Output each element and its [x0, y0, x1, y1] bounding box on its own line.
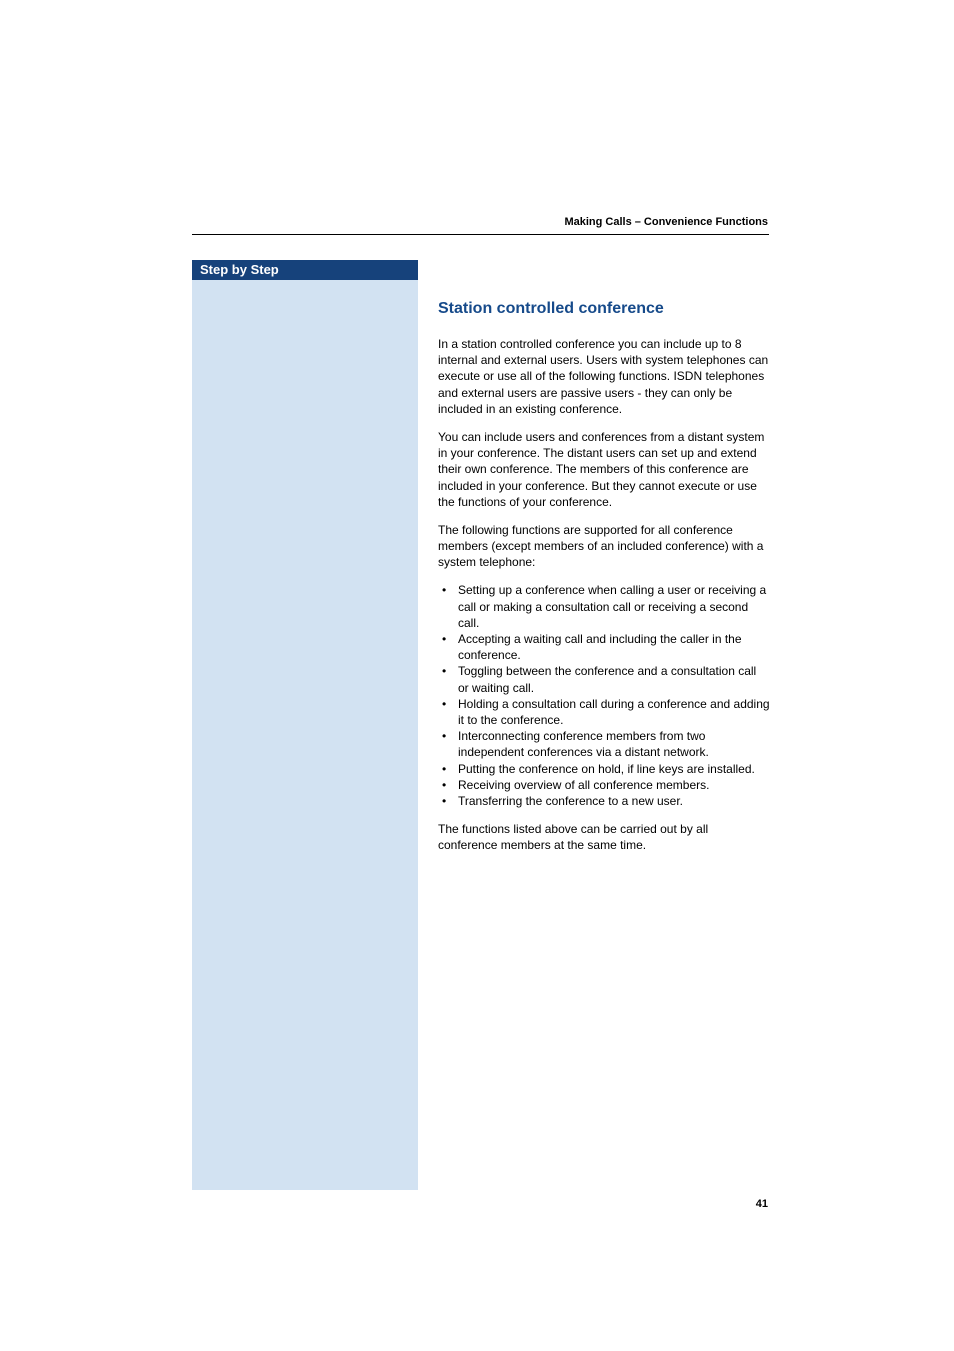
- paragraph-1: In a station controlled conference you c…: [438, 336, 770, 417]
- page-number: 41: [756, 1198, 768, 1210]
- sidebar-background: [192, 260, 418, 1190]
- list-item: Putting the conference on hold, if line …: [438, 761, 770, 777]
- page: Making Calls – Convenience Functions Ste…: [0, 0, 954, 1351]
- list-item: Receiving overview of all conference mem…: [438, 777, 770, 793]
- running-header: Making Calls – Convenience Functions: [564, 216, 768, 228]
- paragraph-3: The following functions are supported fo…: [438, 522, 770, 571]
- main-content: Station controlled conference In a stati…: [438, 300, 770, 865]
- list-item: Holding a consultation call during a con…: [438, 696, 770, 728]
- list-item: Toggling between the conference and a co…: [438, 663, 770, 695]
- list-item: Transferring the conference to a new use…: [438, 793, 770, 809]
- bullet-list: Setting up a conference when calling a u…: [438, 582, 770, 809]
- sidebar-title: Step by Step: [200, 262, 279, 277]
- paragraph-2: You can include users and conferences fr…: [438, 429, 770, 510]
- list-item: Accepting a waiting call and including t…: [438, 631, 770, 663]
- list-item: Interconnecting conference members from …: [438, 728, 770, 760]
- header-rule: [192, 234, 769, 235]
- list-item: Setting up a conference when calling a u…: [438, 582, 770, 631]
- section-heading: Station controlled conference: [438, 300, 770, 318]
- paragraph-4: The functions listed above can be carrie…: [438, 821, 770, 853]
